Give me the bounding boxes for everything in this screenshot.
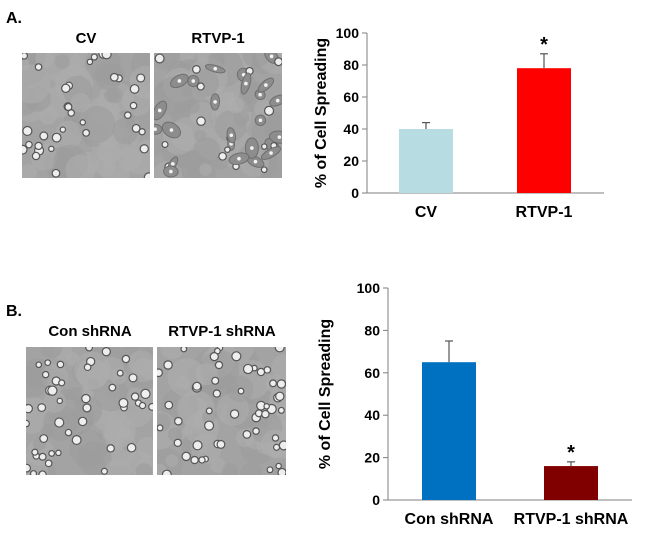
chart-b-y-tick-label: 100 [357,280,381,296]
chart-b: 0 20 40 60 80 100 % of Cell Spreading Con shRNA… [317,280,632,528]
chart-a-bar-2 [517,68,571,193]
chart-a-significance-2: * [540,34,548,56]
micrograph-texture [154,53,282,178]
chart-a-bar-1 [399,129,453,193]
rtvp1-shrna-label: RTVP-1 shRNA [168,323,276,340]
chart-a-y-tick-label: 100 [336,25,360,41]
chart-b-y-tick-label: 40 [364,407,380,423]
rtvp1-label: RTVP-1 [191,30,245,47]
chart-a-y-tick-label: 0 [351,185,359,201]
chart-b-y-tick-label: 80 [364,322,380,338]
cv-micrograph [22,53,150,178]
rtvp1-shrna-micrograph [157,347,286,475]
chart-a-category-label-1: CV [415,204,438,221]
chart-b-category-label-1: Con shRNA [405,511,494,528]
chart-a-y-axis-label: % of Cell Spreading [313,38,330,188]
chart-b-bar-1 [422,362,476,500]
chart-b-y-axis-label: % of Cell Spreading [317,319,334,469]
chart-b-y-tick-label: 60 [364,365,380,381]
micrograph-texture [26,347,153,475]
panel-a-letter: A. [6,10,22,27]
chart-a-y-tick-label: 80 [343,57,359,73]
chart-a-y-tick-label: 40 [343,121,359,137]
chart-b-category-label-2: RTVP-1 shRNA [514,511,629,528]
chart-a-y-tick-label: 60 [343,89,359,105]
chart-a-category-label-2: RTVP-1 [516,204,573,221]
micrograph-texture [157,347,286,475]
panel-b-letter: B. [6,303,22,320]
con-shrna-micrograph [26,347,153,475]
micrograph-texture [22,53,150,178]
chart-b-y-tick-label: 20 [364,450,380,466]
chart-b-y-tick-label: 0 [372,492,380,508]
cv-label: CV [75,30,97,47]
chart-b-significance-2: * [567,442,575,464]
chart-a: 0 20 40 60 80 100 % of Cell Spreading CV * RTVP-1 [313,25,604,221]
chart-a-y-tick-label: 20 [343,153,359,169]
rtvp1-micrograph [154,53,282,178]
con-shrna-label: Con shRNA [48,323,132,340]
chart-b-bar-2 [544,466,598,500]
